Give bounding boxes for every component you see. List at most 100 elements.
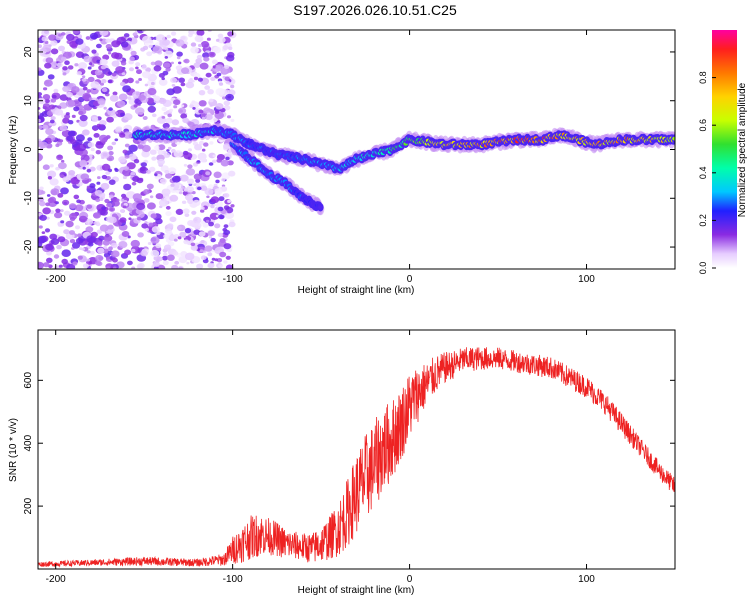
spectrogram-noise-speck	[90, 147, 95, 152]
spectrogram-noise-speck	[58, 45, 65, 52]
spectrogram-noise-speck	[38, 118, 41, 123]
spectrogram-noise-speck	[108, 51, 112, 55]
colorbar-tick-label: 0.4	[698, 167, 708, 180]
spectrogram-noise-speck	[38, 44, 42, 48]
spectrogram-noise-speck	[124, 249, 132, 256]
spectrogram-noise-speck	[212, 160, 216, 164]
spectrogram-noise-speck	[183, 163, 188, 167]
spectrogram-noise-speck	[45, 137, 52, 143]
spectrogram-noise-speck	[184, 213, 190, 218]
spectrogram-noise-speck	[200, 255, 207, 260]
spectrogram-noise-speck	[163, 233, 170, 239]
spectrogram-noise-speck	[99, 30, 109, 37]
spectrogram-noise-speck	[112, 114, 117, 119]
spectrogram-noise-speck	[197, 77, 203, 82]
spectrogram-noise-speck	[64, 114, 71, 119]
spectrogram-noise-speck	[158, 97, 167, 105]
spectrogram-noise-speck	[157, 144, 166, 151]
spectrogram-noise-speck	[79, 114, 88, 122]
spectrogram-noise-speck	[179, 231, 187, 238]
spectrogram-noise-speck	[87, 137, 93, 142]
spectrogram-noise-speck	[158, 199, 169, 207]
spectrogram-noise-speck	[180, 104, 185, 108]
spectrogram-noise-speck	[107, 145, 114, 151]
spectrogram-y-tick-label: 0	[23, 146, 34, 152]
spectrogram-noise-speck	[193, 183, 197, 186]
spectrogram-noise-speck	[219, 140, 224, 143]
spectrogram-noise-speck	[106, 266, 110, 269]
snr-x-tick-label: 0	[407, 574, 413, 585]
spectrogram-noise-speck	[215, 103, 224, 110]
spectrogram-noise-speck	[182, 208, 190, 214]
snr-plot-area	[38, 330, 675, 569]
spectrogram-noise-speck	[153, 65, 162, 72]
spectrogram-noise-speck	[38, 261, 44, 269]
spectrogram-x-axis-label: Height of straight line (km)	[298, 285, 415, 296]
spectrogram-noise-speck	[176, 51, 183, 57]
snr-series-line	[38, 347, 675, 568]
spectrogram-noise-speck	[147, 105, 156, 113]
spectrogram-noise-speck	[155, 193, 164, 200]
spectrogram-noise-speck	[224, 89, 230, 94]
snr-x-tick-label: -100	[223, 574, 243, 585]
spectrogram-noise-speck	[136, 69, 142, 75]
spectrogram-noise-speck	[99, 58, 108, 66]
spectrogram-noise-speck	[50, 48, 59, 55]
spectrogram-noise-speck	[123, 113, 133, 121]
spectrogram-noise-speck	[215, 64, 224, 72]
spectrogram-noise-speck	[174, 260, 180, 265]
spectrogram-noise-speck	[93, 133, 100, 138]
figure-title: S197.2026.026.10.51.C25	[293, 2, 457, 18]
spectrogram-noise-speck	[78, 110, 84, 116]
spectrogram-noise-speck	[69, 230, 75, 235]
spectrogram-noise-speck	[76, 199, 81, 204]
spectrogram-noise-speck	[131, 266, 136, 269]
spectrogram-noise-speck	[56, 154, 64, 161]
spectrogram-noise-speck	[75, 237, 84, 244]
spectrogram-noise-speck	[209, 212, 220, 220]
spectrogram-noise-speck	[203, 142, 209, 147]
spectrogram-noise-speck	[186, 178, 195, 185]
spectrogram-x-tick-label: 100	[578, 274, 595, 285]
spectrogram-noise-speck	[128, 153, 137, 161]
spectrogram-noise-speck	[89, 183, 96, 189]
spectrogram-noise-speck	[189, 77, 193, 81]
spectrogram-noise-speck	[72, 261, 78, 266]
spectrogram-noise-speck	[151, 226, 160, 233]
spectrogram-noise-speck	[223, 243, 232, 250]
spectrogram-noise-speck	[62, 199, 70, 206]
spectrogram-noise-speck	[96, 123, 102, 128]
spectrogram-noise-speck	[93, 128, 97, 131]
spectrogram-noise-speck	[221, 67, 231, 75]
spectrogram-noise-speck	[39, 113, 45, 117]
spectrogram-noise-speck	[123, 131, 133, 139]
spectrogram-noise-speck	[42, 103, 50, 109]
spectrogram-noise-speck	[42, 124, 49, 130]
spectrogram-noise-speck	[143, 189, 151, 195]
spectrogram-noise-speck	[191, 100, 196, 104]
spectrogram-noise-speck	[45, 243, 54, 251]
spectrogram-noise-speck	[101, 163, 111, 171]
spectrogram-noise-speck	[170, 61, 174, 65]
spectrogram-branch-core	[318, 205, 323, 210]
spectrogram-noise-speck	[213, 171, 222, 179]
spectrogram-noise-speck	[188, 30, 195, 35]
snr-x-ticks: -200 -100 0 100	[46, 330, 595, 585]
spectrogram-noise-speck	[185, 81, 195, 89]
spectrogram-noise-speck	[200, 240, 205, 244]
spectrogram-noise-speck	[108, 151, 114, 156]
spectrogram-noise-speck	[216, 72, 222, 77]
spectrogram-noise-speck	[165, 117, 173, 124]
snr-x-axis-label: Height of straight line (km)	[298, 585, 415, 596]
spectrogram-noise-speck	[95, 150, 102, 155]
spectrogram-noise-speck	[86, 89, 92, 93]
spectrogram-noise-speck	[223, 205, 230, 210]
spectrogram-noise-speck	[199, 62, 209, 70]
spectrogram-noise-speck	[118, 156, 127, 163]
spectrogram-noise-speck	[133, 159, 140, 164]
spectrogram-noise-speck	[149, 166, 156, 172]
spectrogram-noise-speck	[60, 32, 66, 36]
spectrogram-noise-speck	[74, 204, 84, 212]
spectrogram-noise-speck	[96, 229, 103, 234]
spectrogram-noise-speck	[119, 132, 126, 138]
